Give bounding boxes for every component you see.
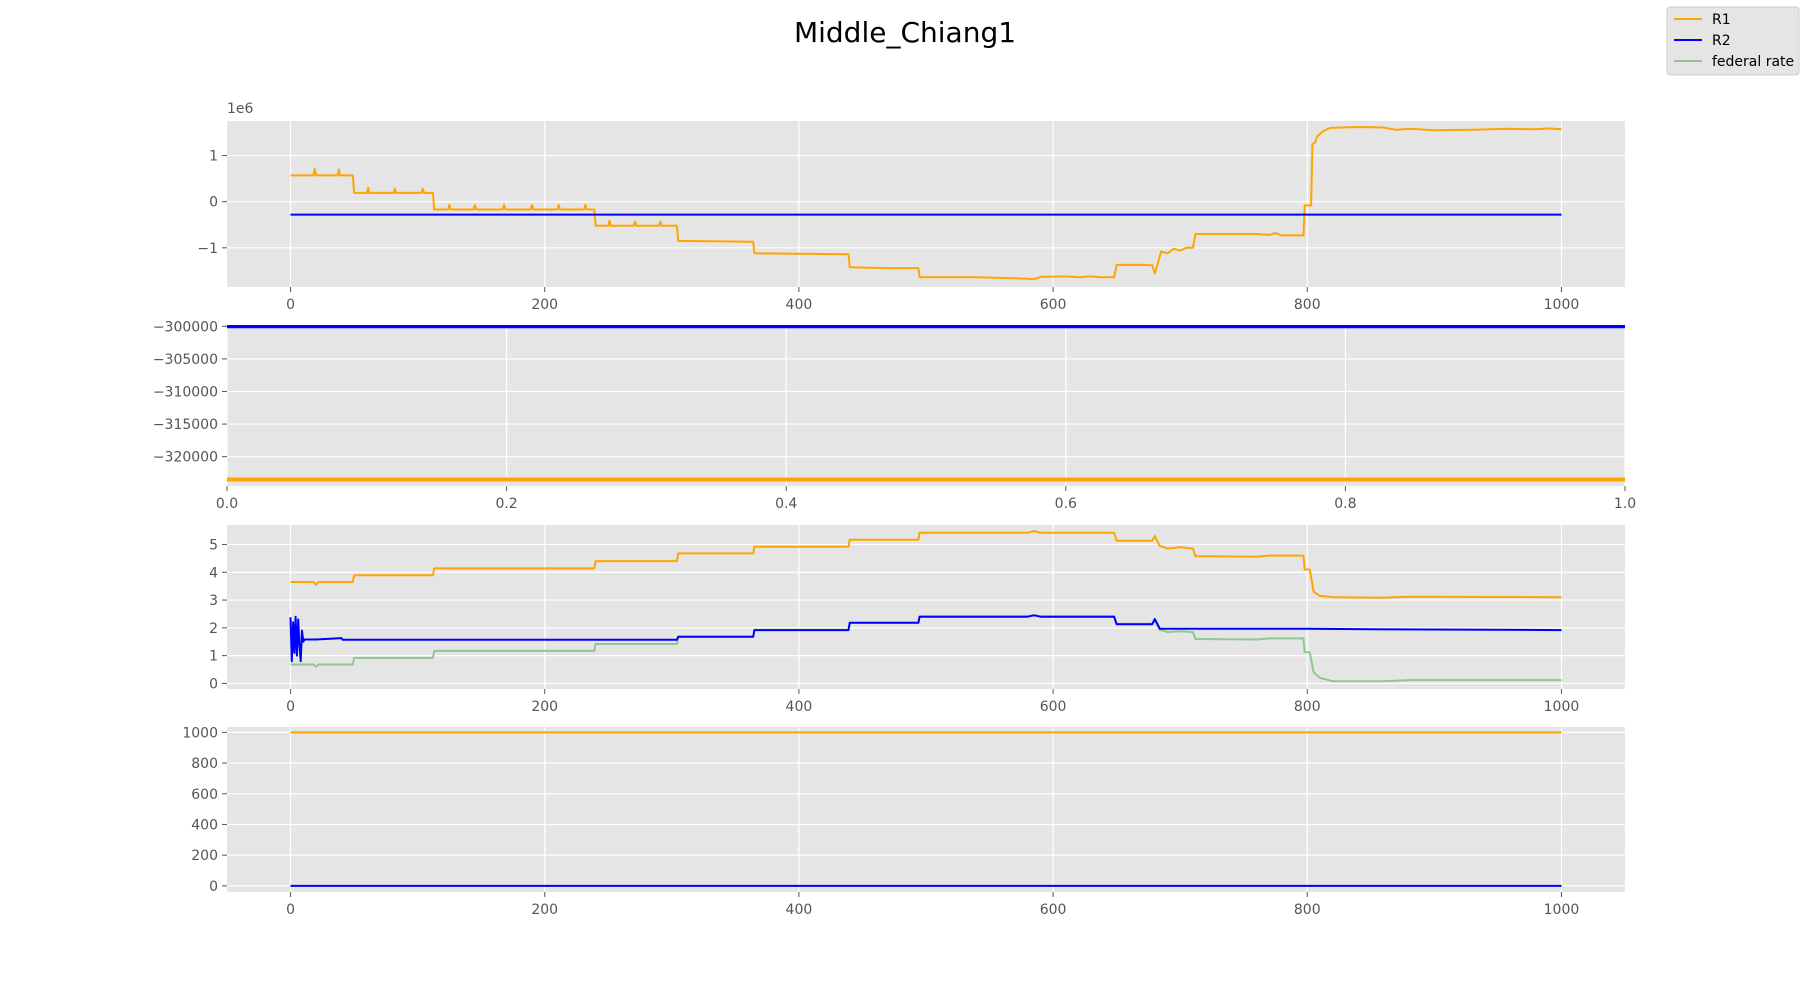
y-tick-label: 5 (209, 537, 218, 553)
x-tick-label: 600 (1040, 902, 1067, 918)
plot-area (227, 525, 1625, 689)
y-tick-label: 3 (209, 593, 218, 609)
y-tick-label: 1 (209, 149, 218, 165)
y-tick-label: 200 (191, 848, 218, 864)
x-tick-label: 400 (786, 902, 813, 918)
subplot-4: 0 200 400 600 800 1000 1000 800 600 400 200 0 (182, 725, 1625, 918)
x-tick-label: 200 (531, 297, 558, 313)
x-tick-label: 0.2 (495, 496, 517, 512)
legend-entry: R2 (1674, 33, 1731, 49)
y-tick-label: −1 (197, 241, 218, 257)
x-tick-label: 0.8 (1334, 496, 1356, 512)
legend-entry: R1 (1674, 12, 1731, 28)
y-tick-label: 2 (209, 621, 218, 637)
y-tick-label: −320000 (153, 450, 218, 466)
y-tick-label: −315000 (153, 417, 218, 433)
y-tick-label: 0 (209, 879, 218, 895)
x-tick-label: 1000 (1544, 699, 1580, 715)
plot-area (227, 325, 1625, 486)
subplot-1: 0 200 400 600 800 1000 1 0 −1 1e6 (197, 101, 1625, 313)
x-tick-label: 600 (1040, 297, 1067, 313)
y-offset-label: 1e6 (227, 101, 254, 117)
subplot-3: 0 200 400 600 800 1000 5 4 3 2 1 0 (209, 525, 1625, 715)
x-tick-label: 400 (786, 297, 813, 313)
y-tick-label: 0 (209, 195, 218, 211)
x-tick-label: 1000 (1544, 902, 1580, 918)
legend-label: R2 (1712, 33, 1731, 49)
x-tick-label: 400 (786, 699, 813, 715)
x-tick-label: 0.4 (775, 496, 797, 512)
x-tick-label: 1000 (1544, 297, 1580, 313)
y-tick-label: −305000 (153, 352, 218, 368)
plot-area (227, 121, 1625, 287)
y-tick-label: −310000 (153, 384, 218, 400)
x-tick-label: 0 (286, 699, 295, 715)
y-tick-label: −300000 (153, 319, 218, 335)
legend-label: federal rate (1712, 54, 1794, 70)
x-tick-label: 600 (1040, 699, 1067, 715)
subplot-2: 0.0 0.2 0.4 0.6 0.8 1.0 −300000 −305000 −310000 −… (153, 319, 1636, 512)
x-tick-label: 0 (286, 902, 295, 918)
x-tick-label: 1.0 (1614, 496, 1636, 512)
legend-entry: federal rate (1674, 54, 1794, 70)
x-tick-label: 200 (531, 902, 558, 918)
y-tick-label: 400 (191, 817, 218, 833)
legend-box (1666, 6, 1800, 76)
y-tick-label: 4 (209, 565, 218, 581)
x-tick-label: 0.6 (1055, 496, 1077, 512)
x-tick-label: 0 (286, 297, 295, 313)
x-tick-label: 800 (1294, 902, 1321, 918)
series-line-r1 (290, 530, 1562, 599)
y-tick-label: 800 (191, 756, 218, 772)
y-tick-label: 0 (209, 676, 218, 692)
x-tick-label: 0.0 (216, 496, 238, 512)
legend: R1 R2 federal rate (1666, 6, 1800, 76)
y-tick-label: 1000 (182, 725, 218, 741)
series-line-r2 (289, 614, 1562, 663)
legend-label: R1 (1712, 12, 1731, 28)
x-tick-label: 800 (1294, 699, 1321, 715)
series-line-r1 (290, 126, 1562, 281)
x-tick-label: 200 (531, 699, 558, 715)
y-tick-label: 600 (191, 787, 218, 803)
y-tick-label: 1 (209, 649, 218, 665)
x-tick-label: 800 (1294, 297, 1321, 313)
plot-area (227, 727, 1625, 892)
figure-title: Middle_Chiang1 (794, 16, 1016, 49)
